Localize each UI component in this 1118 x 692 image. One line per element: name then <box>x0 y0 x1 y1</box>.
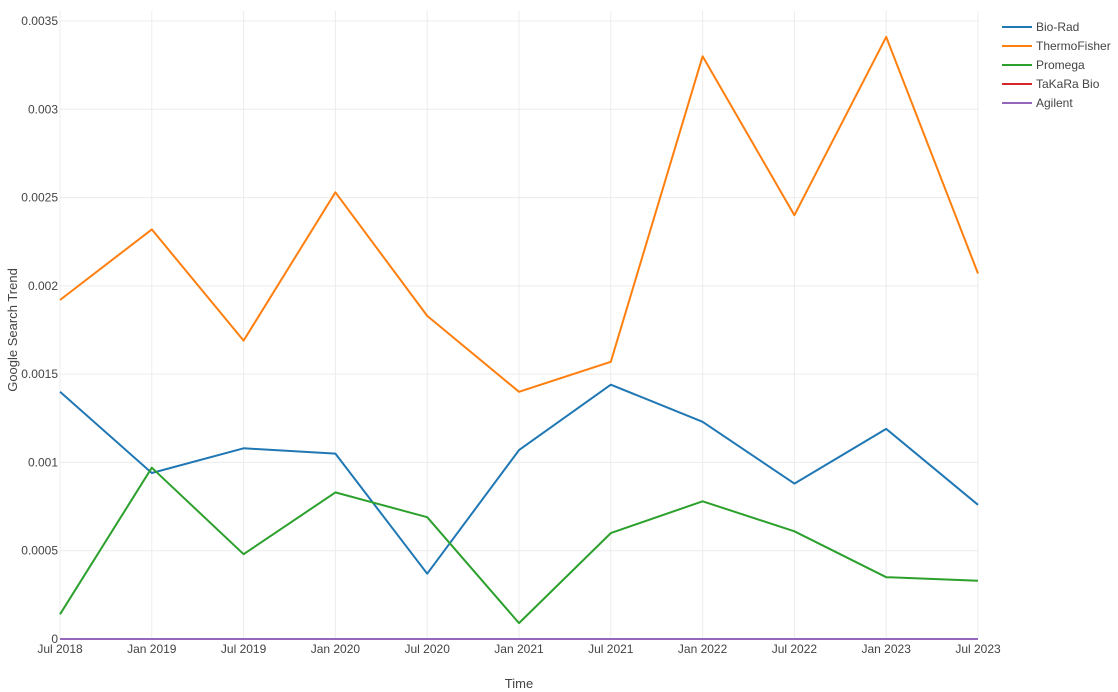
x-axis-ticks: Jul 2018 Jan 2019 Jul 2019 Jan 2020 Jul 2020… <box>37 642 1001 656</box>
y-tick-label: 0.001 <box>28 455 58 469</box>
y-tick-label: 0 <box>51 632 58 646</box>
y-tick-label: 0.0005 <box>21 544 58 558</box>
legend: Bio-Rad ThermoFisher Promega TaKaRa Bio Agil… <box>1002 20 1111 110</box>
x-tick-label: Jul 2022 <box>772 642 818 656</box>
series-lines <box>59 35 979 640</box>
y-tick-label: 0.003 <box>28 102 58 116</box>
legend-label-agilent: Agilent <box>1036 96 1073 110</box>
x-axis-title: Time <box>505 676 533 691</box>
x-tick-label: Jan 2020 <box>311 642 361 656</box>
x-tick-label: Jul 2019 <box>221 642 267 656</box>
series-line-thermofisher <box>59 35 979 393</box>
series-line-promega <box>59 466 979 625</box>
y-tick-label: 0.0035 <box>21 14 58 28</box>
y-axis-ticks: 0 0.0005 0.001 0.0015 0.002 0.0025 0.003 0.0035 <box>21 14 58 646</box>
x-tick-label: Jul 2020 <box>405 642 451 656</box>
x-tick-label: Jul 2021 <box>588 642 634 656</box>
legend-label-promega: Promega <box>1036 58 1085 72</box>
y-tick-label: 0.0015 <box>21 367 58 381</box>
x-tick-label: Jul 2023 <box>955 642 1001 656</box>
x-tick-label: Jul 2018 <box>37 642 83 656</box>
legend-label-takara-bio: TaKaRa Bio <box>1036 77 1100 91</box>
y-axis-title: Google Search Trend <box>5 268 20 392</box>
y-tick-label: 0.0025 <box>21 191 58 205</box>
legend-label-thermofisher: ThermoFisher <box>1036 39 1111 53</box>
x-tick-label: Jan 2019 <box>127 642 177 656</box>
x-tick-label: Jan 2022 <box>678 642 728 656</box>
y-tick-label: 0.002 <box>28 279 58 293</box>
grid <box>59 11 979 640</box>
legend-label-bio-rad: Bio-Rad <box>1036 20 1079 34</box>
series-line-bio-rad <box>59 383 979 575</box>
x-tick-label: Jan 2021 <box>494 642 544 656</box>
x-tick-label: Jan 2023 <box>862 642 912 656</box>
